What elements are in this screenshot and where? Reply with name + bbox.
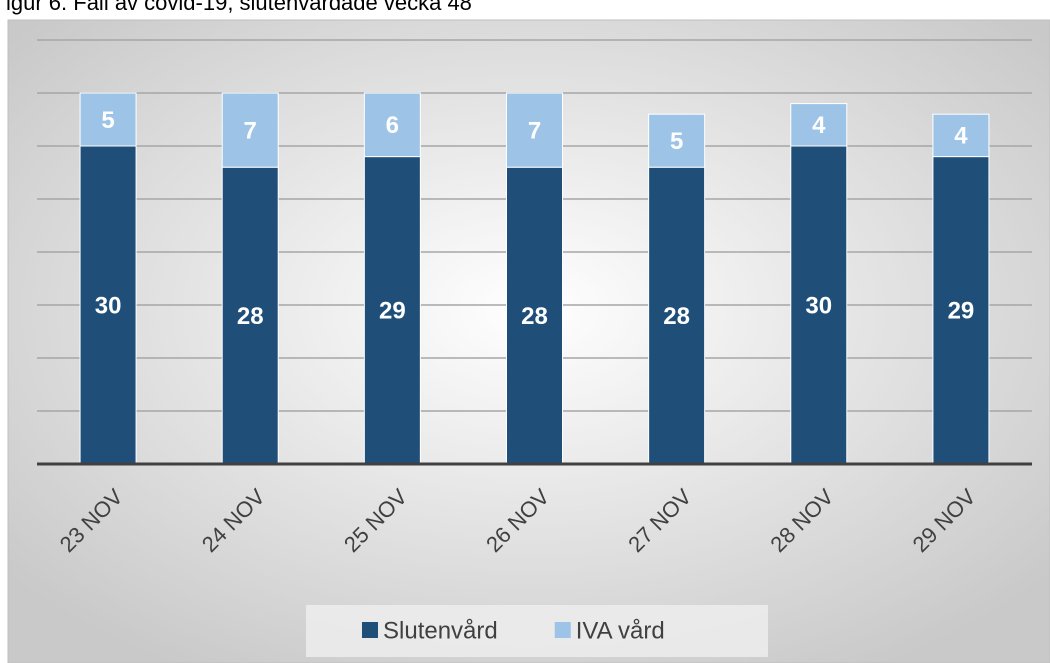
- value-label: 29: [379, 298, 406, 325]
- bar-segment: [363, 156, 421, 465]
- value-label: 28: [663, 303, 690, 330]
- legend-swatch: [362, 622, 378, 638]
- bar-segment: [79, 145, 137, 465]
- value-label: 4: [954, 123, 968, 150]
- value-label: 7: [528, 117, 541, 144]
- value-label: 28: [521, 303, 548, 330]
- bar-segment: [790, 103, 848, 147]
- value-label: 5: [670, 128, 683, 155]
- bar-segment: [506, 92, 563, 168]
- value-label: 7: [244, 117, 257, 144]
- value-label: 30: [95, 292, 122, 319]
- legend-label: Slutenvård: [383, 617, 498, 644]
- value-label: 6: [386, 112, 399, 139]
- bar-segment: [648, 113, 706, 168]
- value-label: 4: [812, 112, 826, 139]
- legend-label: IVA vård: [576, 617, 665, 644]
- value-label: 28: [237, 303, 264, 330]
- bar-segment: [221, 92, 279, 168]
- legend-box: [306, 605, 768, 657]
- bar-segment: [932, 156, 990, 465]
- bar-segment: [506, 166, 563, 465]
- legend-swatch: [554, 622, 571, 638]
- value-label: 5: [101, 107, 114, 134]
- bar-segment: [932, 113, 990, 158]
- bar-segment: [79, 92, 137, 147]
- bar-segment: [648, 166, 706, 465]
- value-label: 30: [805, 292, 832, 319]
- value-label: 29: [948, 298, 975, 325]
- bar-segment: [363, 92, 421, 158]
- chart-title: igur 6. Fall av covid-19, slutenvårdade …: [6, 0, 472, 15]
